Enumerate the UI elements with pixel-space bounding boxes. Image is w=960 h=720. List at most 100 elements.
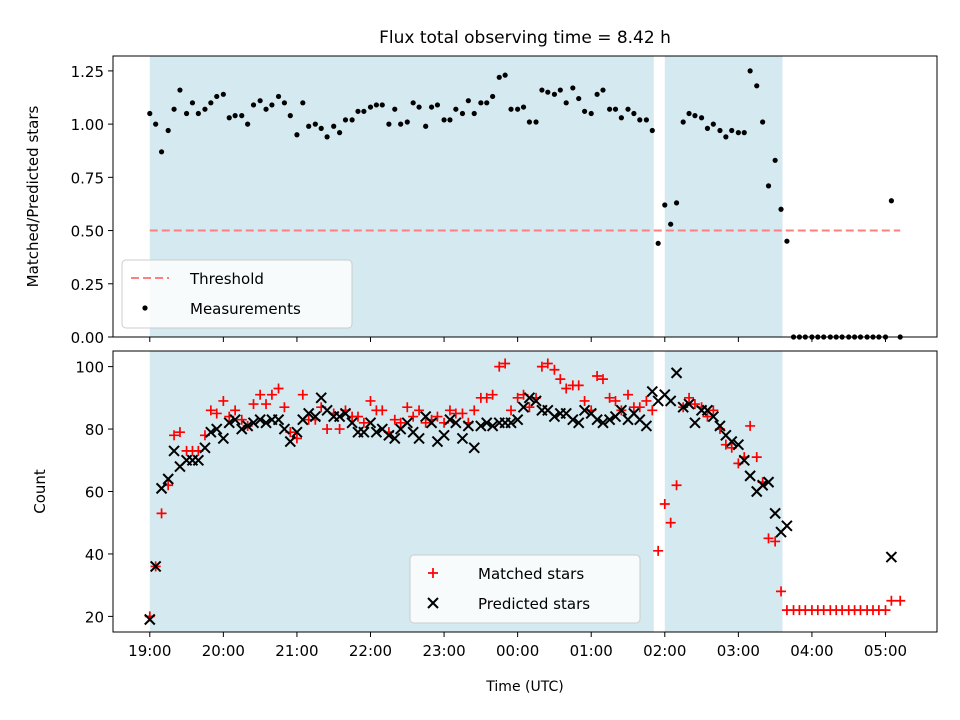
data-point (604, 392, 615, 403)
data-point (386, 121, 392, 127)
data-point (241, 420, 254, 432)
data-point (481, 417, 493, 429)
data-point (155, 482, 168, 495)
data-point (490, 93, 496, 100)
data-point (373, 102, 379, 108)
data-point (637, 117, 643, 123)
data-point (607, 106, 613, 112)
data-point (444, 405, 455, 416)
x-tick-label: 21:00 (275, 642, 318, 660)
data-point (395, 417, 406, 428)
data-point (557, 87, 563, 93)
data-point (668, 221, 674, 227)
data-point (707, 410, 720, 423)
data-point (618, 115, 624, 121)
data-point (367, 104, 374, 110)
data-point (318, 125, 324, 131)
data-point (726, 435, 738, 448)
data-point (355, 108, 361, 114)
data-point (776, 586, 787, 597)
x-tick-label: 02:00 (643, 642, 686, 660)
data-point (895, 595, 906, 606)
data-point (211, 423, 223, 435)
data-point (708, 405, 719, 416)
data-point (414, 405, 425, 416)
data-point (683, 398, 695, 410)
data-point (717, 127, 723, 134)
legend-label: Matched stars (478, 565, 584, 583)
data-point (275, 93, 282, 100)
data-point (698, 115, 705, 121)
data-point (236, 414, 247, 425)
data-point (591, 413, 603, 426)
data-point (337, 130, 343, 136)
data-point (684, 392, 695, 403)
y-tick-label: 0.75 (71, 169, 104, 187)
data-point (594, 91, 600, 97)
data-point (333, 410, 346, 423)
data-point (423, 123, 429, 129)
data-point (640, 420, 653, 432)
data-point (425, 417, 438, 429)
data-point (772, 157, 778, 163)
data-point (686, 110, 692, 117)
data-point (410, 100, 416, 106)
data-point (416, 104, 422, 110)
data-point (517, 401, 530, 413)
data-point (273, 383, 284, 394)
data-point (500, 358, 511, 369)
data-point (754, 83, 760, 89)
series-predicted-stars (144, 367, 898, 626)
data-point (218, 395, 229, 406)
y-tick-label: 0.00 (71, 329, 104, 347)
y-tick-label: 100 (75, 359, 104, 377)
data-point (756, 479, 769, 491)
legend-label: Predicted stars (478, 595, 590, 613)
data-point (147, 110, 153, 117)
data-point (563, 100, 569, 106)
chart-title: Flux total observing time = 8.42 h (379, 28, 671, 48)
data-point (279, 402, 290, 413)
data-point (287, 113, 293, 119)
data-point (462, 420, 475, 432)
data-point (174, 427, 185, 438)
data-point (162, 473, 174, 485)
data-point (723, 134, 729, 140)
data-point (402, 402, 413, 413)
data-point (781, 520, 793, 532)
data-point (302, 407, 315, 420)
data-point (502, 72, 508, 78)
data-point (572, 417, 585, 429)
data-point (524, 402, 535, 413)
data-point (610, 395, 621, 406)
data-point (579, 395, 590, 406)
data-point (471, 110, 477, 117)
data-point (673, 200, 680, 206)
data-point (459, 110, 466, 117)
data-point (401, 417, 413, 429)
observing-interval-1 (664, 351, 783, 632)
data-point (245, 121, 251, 127)
data-point (257, 98, 263, 104)
legend: Matched stars Predicted stars (409, 554, 641, 624)
data-point (226, 115, 232, 121)
data-point (339, 407, 352, 420)
data-point (272, 413, 285, 426)
data-point (523, 392, 536, 404)
legend-box (121, 259, 353, 329)
y-tick-label: 40 (85, 546, 104, 564)
data-point (880, 605, 891, 616)
data-point (322, 424, 333, 435)
data-point (281, 100, 288, 106)
data-point (649, 127, 655, 134)
data-point (195, 110, 201, 117)
data-point (481, 392, 492, 403)
data-point (383, 429, 395, 442)
data-point (494, 361, 505, 372)
data-point (646, 385, 658, 398)
data-point (365, 395, 376, 406)
y-tick-label: 80 (85, 421, 104, 439)
data-point (346, 417, 358, 429)
data-point (269, 102, 275, 108)
